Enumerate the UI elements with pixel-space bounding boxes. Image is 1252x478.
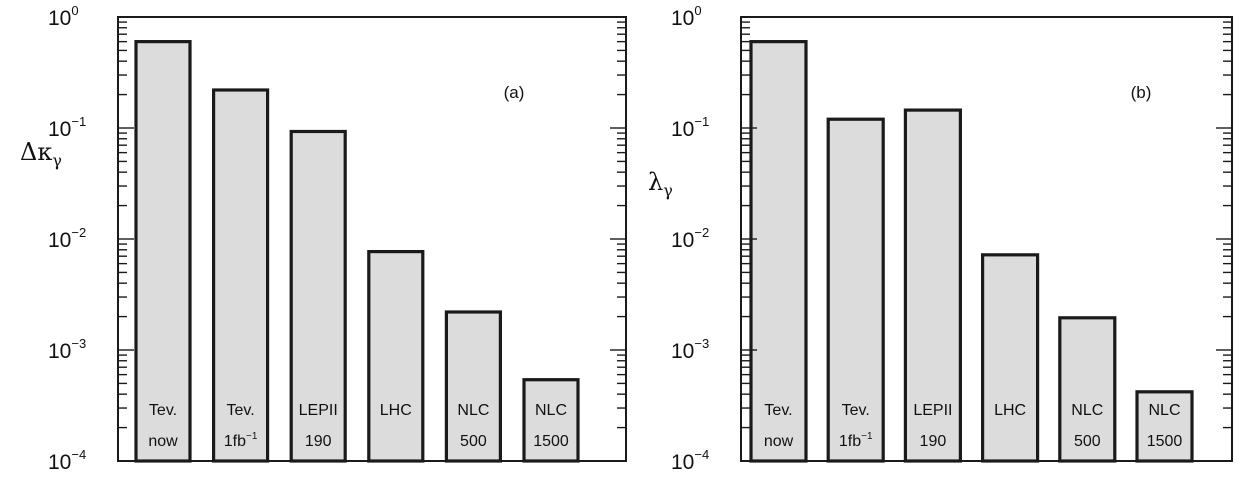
bar-label-line2: now: [148, 433, 178, 450]
bar-label-line2: 190: [920, 433, 947, 450]
bar-label-line2: 500: [1074, 433, 1101, 450]
panel-label: (a): [504, 83, 525, 102]
y-tick-label: 10−3: [48, 336, 86, 363]
bar-label-line2: 1500: [1147, 433, 1183, 450]
panel-label: (b): [1131, 83, 1152, 102]
bar-label-line1: NLC: [457, 402, 489, 419]
bar-label-line1: LEPII: [299, 402, 338, 419]
bar-5: [522, 378, 580, 463]
bar-label-line1: Tev.: [149, 402, 177, 419]
y-tick-label: 100: [48, 3, 79, 30]
y-tick-label: 10−2: [671, 225, 709, 252]
y-tick-label: 100: [671, 3, 702, 30]
bar-label-line1: NLC: [1148, 402, 1180, 419]
y-tick-label: 10−1: [48, 114, 86, 141]
bar-label-line1: Tev.: [227, 402, 255, 419]
bar-2: [289, 129, 347, 463]
bar-4: [444, 310, 502, 463]
y-axis-label: λγ: [648, 168, 673, 200]
y-tick-label: 10−2: [48, 225, 86, 252]
bar-label-line2: 1500: [533, 433, 569, 450]
bar-label-line2: 190: [305, 433, 332, 450]
bar-label-line1: Tev.: [842, 402, 870, 419]
bar-label-line1: NLC: [535, 402, 567, 419]
bar-label-line1: LHC: [380, 402, 412, 419]
bar-0: [749, 40, 808, 463]
bar-1: [826, 117, 885, 463]
bar-2: [903, 108, 963, 463]
y-tick-label: 10−1: [671, 114, 709, 141]
bar-0: [134, 40, 192, 463]
bar-label-line1: NLC: [1071, 402, 1103, 419]
bar-label-line2: now: [764, 433, 794, 450]
bar-5: [1135, 390, 1194, 463]
bar-3: [367, 249, 425, 463]
y-tick-label: 10−4: [671, 447, 709, 474]
bar-1: [212, 88, 270, 463]
y-tick-label: 10−4: [48, 447, 86, 474]
y-tick-label: 10−3: [671, 336, 709, 363]
bar-label-line1: Tev.: [764, 402, 792, 419]
y-axis-label: Δκγ: [20, 138, 62, 170]
bar-label-line1: LEPII: [913, 402, 952, 419]
bar-label-line2: 500: [460, 433, 487, 450]
bar-3: [980, 253, 1040, 463]
bar-label-line1: LHC: [994, 402, 1026, 419]
